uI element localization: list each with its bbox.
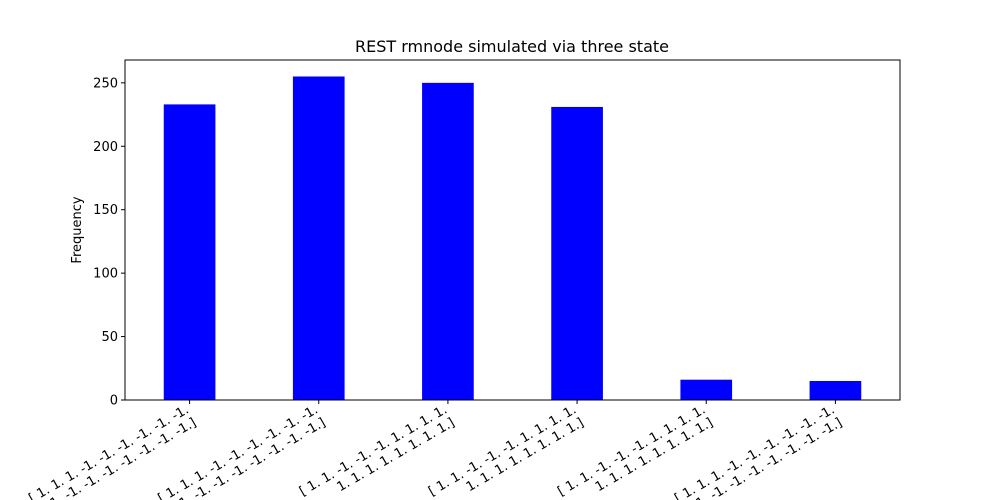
bar-2 [292,76,345,401]
y-axis-label: Frequency [70,196,85,263]
y-tick-label-0: 0 [110,394,118,409]
y-tick-label-100: 100 [93,267,118,282]
chart-title: REST rmnode simulated via three state [355,37,669,56]
bar-5 [680,379,733,400]
y-tick-label-50: 50 [101,330,118,345]
bar-6 [809,380,862,400]
bar-4 [551,106,603,400]
y-tick-label-150: 150 [93,203,118,218]
bar-3 [422,82,474,400]
plot-frame [124,59,901,401]
plot-area: 0 50 100 150 200 250 [ 1. 1. 1. -1. -1. -1. -1… [26,76,862,500]
y-tick-label-200: 200 [93,140,118,155]
x-tick-label-line: [ 1. 1. 1. -1. -1. -1. -1. -1. -1. [26,402,191,500]
bar-1 [163,104,216,401]
y-tick-label-250: 250 [93,76,118,91]
